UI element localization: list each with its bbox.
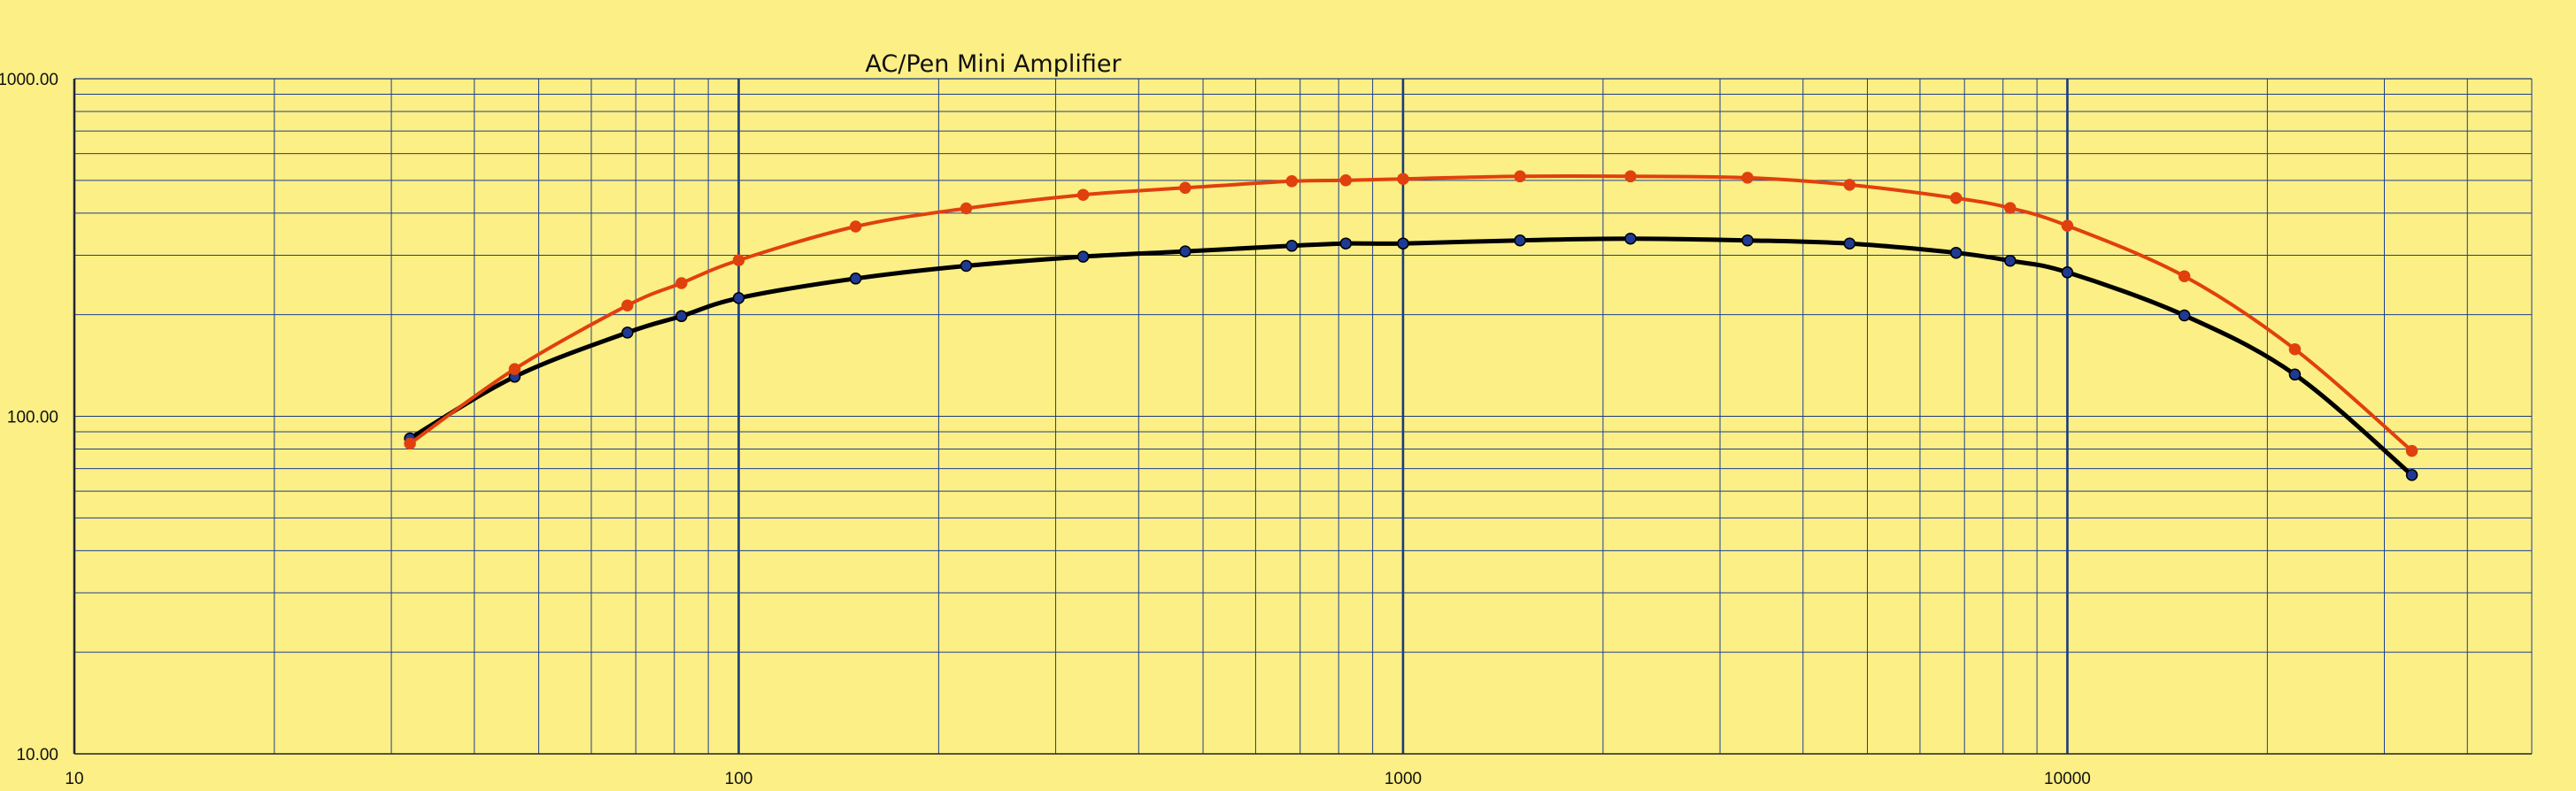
series-1	[404, 232, 2418, 481]
series-1-point	[2288, 368, 2302, 381]
series-2-point	[621, 299, 634, 311]
series-2-point	[1949, 192, 1963, 204]
tick-labels: 10 100 1000 10000 10.00 100.00 1000.00	[0, 71, 2091, 788]
series-2-point	[1285, 175, 1299, 188]
series-1-point	[732, 292, 745, 304]
series-layer	[404, 170, 2418, 481]
series-1-point	[960, 259, 973, 273]
series-1-point	[1339, 237, 1353, 250]
series-1-point	[1741, 234, 1754, 247]
series-2-point	[1514, 170, 1526, 183]
x-tick-label: 1000	[1384, 770, 1422, 788]
series-1-point	[1397, 237, 1409, 250]
series-2-point	[732, 254, 745, 266]
x-tick-label: 10000	[2044, 770, 2091, 788]
y-tick-label: 10.00	[16, 746, 58, 764]
series-1-point	[1076, 250, 1090, 263]
series-2-point	[1843, 179, 1856, 191]
y-tick-label: 1000.00	[0, 71, 58, 89]
series-2-point	[1076, 188, 1090, 201]
series-2-point	[1179, 181, 1192, 195]
series-2-point	[1339, 174, 1353, 187]
series-2-point	[2178, 270, 2191, 282]
series-1-point	[1843, 237, 1856, 250]
x-tick-label: 10	[65, 770, 83, 788]
chart-title: AC/Pen Mini Amplifier	[865, 50, 1122, 78]
series-1-point	[1179, 245, 1192, 257]
y-tick-label: 100.00	[7, 409, 58, 427]
grid-lines	[73, 78, 2533, 755]
series-1-point	[675, 310, 688, 323]
series-2-point	[2288, 342, 2302, 356]
series-1-point	[2061, 266, 2074, 279]
series-2-point	[2004, 202, 2017, 214]
series-1-point	[849, 273, 862, 285]
series-1-point	[1514, 234, 1526, 247]
series-1-point	[1624, 232, 1637, 245]
series-2-point	[1397, 173, 1409, 185]
series-2-point	[1624, 170, 1637, 183]
series-2-point	[2061, 219, 2074, 232]
series-2-point	[508, 363, 521, 375]
series-2-point	[849, 220, 862, 233]
x-tick-label: 100	[725, 770, 753, 788]
series-1-point	[2405, 469, 2418, 481]
series-1-point	[2178, 309, 2191, 322]
series-2-point	[1741, 172, 1754, 184]
series-1-point	[621, 326, 634, 339]
series-2-point	[675, 277, 688, 289]
series-1-point	[2004, 254, 2017, 267]
series-2	[404, 170, 2418, 457]
series-2-point	[960, 202, 973, 215]
series-1-point	[1285, 240, 1299, 252]
series-2-point	[2405, 444, 2418, 457]
series-1-point	[1949, 246, 1963, 259]
series-2-point	[404, 437, 416, 450]
